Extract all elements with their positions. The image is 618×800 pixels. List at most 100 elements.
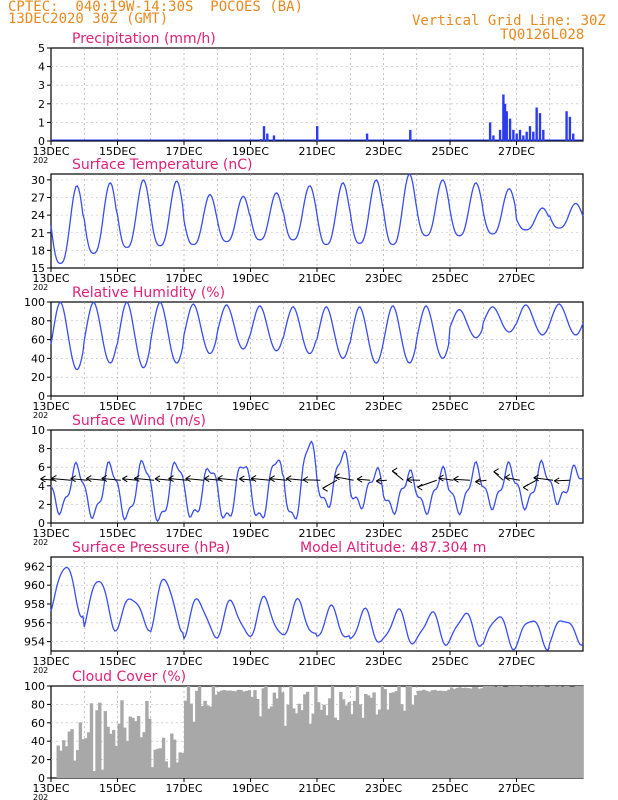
wind-arrowhead xyxy=(533,474,539,482)
temp-xtick-label: 15DEC xyxy=(99,272,136,285)
cloud-cover-bar xyxy=(483,686,487,778)
cloud-cover-bar xyxy=(541,686,545,778)
cloud-cover-bar xyxy=(558,686,562,778)
cloud-title: Cloud Cover (%) xyxy=(72,669,186,685)
cloud-cover-bar xyxy=(300,710,304,778)
cloud-cover-bar xyxy=(546,686,551,778)
cloud-cover-bar xyxy=(84,738,88,778)
pres-ytick-label: 960 xyxy=(24,579,45,592)
wind-arrowhead xyxy=(122,475,128,483)
cloud-cover-bar xyxy=(131,717,135,778)
cloud-cover-bar xyxy=(438,690,443,778)
wind-series-line xyxy=(50,440,584,523)
cloud-cover-bar xyxy=(425,690,429,778)
wind-ytick-label: 0 xyxy=(38,517,45,530)
cloud-cover-bar xyxy=(161,737,166,778)
cloud-cover-bar xyxy=(488,686,493,778)
cloud-cover-bar xyxy=(170,733,174,778)
cloud-cover-bar xyxy=(436,690,440,778)
cloud-cover-bar xyxy=(231,690,235,778)
cloud-cover-bar xyxy=(197,686,202,778)
pres-xtick-label: 15DEC xyxy=(99,655,136,668)
cloud-cover-bar xyxy=(441,690,446,778)
precip-bar xyxy=(505,111,508,141)
pres-annotation: Model Altitude: 487.304 m xyxy=(300,540,486,556)
cloud-ytick-label: 60 xyxy=(31,717,45,730)
cloud-cover-bar xyxy=(280,692,285,778)
cloud-cover-bar xyxy=(59,750,63,778)
cloud-cover-bar xyxy=(480,688,484,778)
precip-bar xyxy=(528,126,532,141)
wind-vector xyxy=(134,477,155,481)
cloud-cover-bar xyxy=(519,687,523,778)
precip-bar xyxy=(542,129,545,141)
cloud-cover-bar xyxy=(289,686,293,778)
precip-title: Precipitation (mm/h) xyxy=(72,31,216,47)
cloud-cover-bar xyxy=(200,706,204,778)
temp-title: Surface Temperature (nC) xyxy=(72,157,253,173)
cloud-cover-bar xyxy=(92,771,96,778)
cloud-cover-bar xyxy=(569,686,573,778)
cloud-cover-bar xyxy=(305,691,310,778)
rh-xtick-label: 19DEC xyxy=(232,400,269,413)
pres-series-line xyxy=(50,566,584,651)
cloud-cover-bar xyxy=(258,716,263,778)
cloud-cover-bar xyxy=(189,703,193,778)
cloud-cover-bar xyxy=(87,732,91,778)
cloud-cover-bar xyxy=(114,745,119,778)
wind-ytick-label: 2 xyxy=(38,498,45,511)
cloud-cover-bar xyxy=(527,686,531,778)
cloud-cover-bar xyxy=(100,769,105,778)
pres-xtick-label: 19DEC xyxy=(232,655,269,668)
cloud-cover-bar xyxy=(75,750,80,778)
cloud-cover-bar xyxy=(366,695,371,778)
cloud-xtick-label: 13DEC xyxy=(32,782,69,795)
wind-vector xyxy=(70,478,88,481)
cloud-cover-bar xyxy=(103,711,108,778)
pres-year-stub: 202 xyxy=(33,666,48,675)
temp-xtick-label: 19DEC xyxy=(232,272,269,285)
wind-xtick-label: 25DEC xyxy=(431,527,468,540)
cloud-cover-bar xyxy=(400,704,404,778)
cloud-cover-bar xyxy=(427,691,432,778)
cloud-cover-bar xyxy=(56,745,60,778)
wind-vector xyxy=(269,478,288,481)
cloud-cover-bar xyxy=(535,686,540,778)
wind-xtick-label: 23DEC xyxy=(365,527,402,540)
cloud-cover-bar xyxy=(186,686,191,778)
cloud-cover-bar xyxy=(153,749,157,778)
cloud-ytick-label: 80 xyxy=(31,698,45,711)
cloud-cover-bar xyxy=(95,710,99,778)
cloud-cover-bar xyxy=(430,690,434,778)
cloud-cover-bar xyxy=(549,686,554,778)
wind-xtick-label: 21DEC xyxy=(298,527,335,540)
cloud-cover-bar xyxy=(336,719,340,778)
wind-xtick-label: 15DEC xyxy=(99,527,136,540)
wind-xtick-label: 13DEC xyxy=(32,527,69,540)
wind-arrowhead xyxy=(302,476,309,484)
cloud-cover-bar xyxy=(386,709,390,778)
cloud-cover-bar xyxy=(244,690,249,778)
wind-arrowhead xyxy=(203,475,210,483)
cloud-cover-bar xyxy=(256,698,260,778)
cloud-cover-bar xyxy=(98,702,102,778)
cloud-cover-bar xyxy=(358,704,362,778)
precip-year-stub: 202 xyxy=(33,156,48,165)
cloud-cover-bar xyxy=(361,717,365,778)
cloud-cover-bar xyxy=(267,708,271,778)
cloud-cover-bar xyxy=(217,691,221,778)
cloud-cover-bar xyxy=(447,689,451,778)
temp-year-stub: 202 xyxy=(33,283,48,292)
cloud-cover-bar xyxy=(178,752,182,778)
wind-arrowhead xyxy=(493,468,499,476)
precip-xtick-label: 17DEC xyxy=(165,145,202,158)
wind-vector xyxy=(86,478,105,481)
cloud-cover-bar xyxy=(167,767,171,778)
precip-bar xyxy=(492,135,495,141)
precip-bar xyxy=(572,133,575,141)
cloud-cover-bar xyxy=(375,714,379,778)
cloud-cover-bar xyxy=(408,686,412,778)
cloud-cover-bar xyxy=(411,704,415,778)
cloud-cover-bar xyxy=(508,686,512,778)
cloud-cover-bar xyxy=(303,694,307,778)
